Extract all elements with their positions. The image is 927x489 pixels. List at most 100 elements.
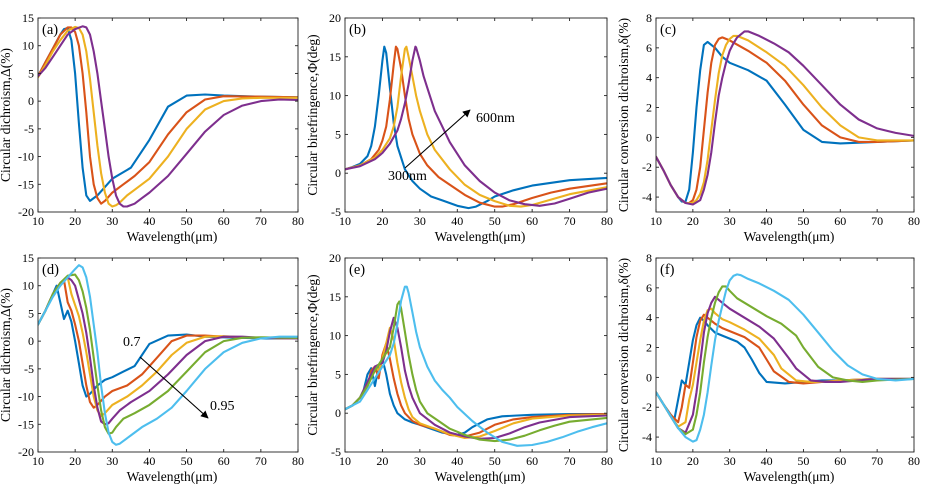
trend-arrow <box>139 356 209 419</box>
x-axis-label: Wavelength(μm) <box>435 229 526 244</box>
y-tick-label: 15 <box>22 11 34 25</box>
y-axis-label: Circular dichroism,Δ(%) <box>0 288 13 422</box>
y-tick-label: 5 <box>335 127 341 141</box>
x-tick-label: 30 <box>106 214 118 228</box>
x-tick-label: 20 <box>69 214 81 228</box>
x-axis-label: Wavelength(μm) <box>744 229 835 244</box>
series-line-0.85 <box>345 316 607 440</box>
series-line-0.95 <box>656 273 914 443</box>
panel-label: (c) <box>660 22 676 38</box>
x-tick-label: 10 <box>32 454 44 468</box>
plot-frame <box>37 17 299 213</box>
y-tick-label: 5 <box>28 306 34 320</box>
series-line-0.9 <box>345 300 607 443</box>
y-tick-label: 15 <box>329 50 341 64</box>
series-line-0.7 <box>38 284 298 398</box>
x-tick-label: 50 <box>489 454 501 468</box>
x-tick-label: 40 <box>451 214 463 228</box>
x-tick-label: 60 <box>218 214 230 228</box>
y-axis-label: Circular dichroism,Δ(%) <box>0 48 13 182</box>
x-tick-label: 40 <box>761 454 773 468</box>
x-tick-label: 70 <box>871 214 883 228</box>
y-tick-label: 0 <box>335 406 341 420</box>
y-tick-label: 5 <box>335 367 341 381</box>
y-tick-label: 2 <box>646 101 652 115</box>
x-tick-label: 80 <box>292 214 304 228</box>
x-tick-label: 30 <box>414 214 426 228</box>
y-tick-label: 20 <box>329 251 341 265</box>
series-line-0.8 <box>656 307 914 428</box>
x-axis-label: Wavelength(μm) <box>435 469 526 484</box>
x-tick-label: 40 <box>143 454 155 468</box>
x-tick-label: 40 <box>761 214 773 228</box>
series-line-600nm <box>345 45 607 207</box>
x-tick-label: 40 <box>451 454 463 468</box>
y-tick-label: 0 <box>335 166 341 180</box>
y-tick-label: 15 <box>22 251 34 265</box>
x-tick-label: 80 <box>601 454 613 468</box>
series-line-300nm <box>345 45 607 210</box>
x-tick-label: 20 <box>376 214 388 228</box>
chart-panel-5: 10 20 30 40 50 60 70 80 -5 0 5 10 15 20 Wavelength(μm)… <box>305 251 613 484</box>
x-tick-label: 20 <box>687 214 699 228</box>
x-axis-label: Wavelength(μm) <box>127 469 218 484</box>
y-tick-label: -5 <box>24 362 34 376</box>
x-axis-label: Wavelength(μm) <box>744 469 835 484</box>
panel-label: (b) <box>349 22 366 38</box>
y-axis-label: Circular birefringence,Φ(deg) <box>305 34 320 195</box>
chart-panel-1: 10 20 30 40 50 60 70 80 -20 -15 -10 -5 0 5 10 15 Wavelen… <box>0 11 304 244</box>
x-tick-label: 10 <box>32 214 44 228</box>
x-tick-label: 70 <box>564 454 576 468</box>
x-tick-label: 70 <box>255 214 267 228</box>
y-tick-label: 8 <box>646 251 652 265</box>
x-tick-label: 40 <box>143 214 155 228</box>
annotation-label: 0.7 <box>123 335 141 350</box>
y-tick-label: -5 <box>24 122 34 136</box>
x-tick-label: 80 <box>601 214 613 228</box>
panel-label: (a) <box>42 22 58 38</box>
y-tick-label: 0 <box>646 130 652 144</box>
x-tick-label: 20 <box>376 454 388 468</box>
y-axis-label: Circular birefringence,Φ(deg) <box>305 274 320 435</box>
x-tick-label: 50 <box>181 454 193 468</box>
x-tick-label: 60 <box>526 454 538 468</box>
x-tick-label: 60 <box>526 214 538 228</box>
plot-frame <box>655 257 915 453</box>
x-tick-label: 80 <box>292 454 304 468</box>
y-tick-label: 6 <box>646 41 652 55</box>
x-tick-label: 70 <box>871 454 883 468</box>
y-axis-label: Circular conversion dichroism,δ(%) <box>616 258 631 452</box>
y-tick-label: -5 <box>331 445 341 459</box>
panel-label: (d) <box>42 262 59 278</box>
y-tick-label: -15 <box>18 417 34 431</box>
series-line-500nm <box>38 25 298 208</box>
series-line-0.75 <box>38 279 298 409</box>
annotation-label: 0.95 <box>210 399 235 414</box>
x-tick-label: 30 <box>724 214 736 228</box>
series-line-400nm <box>38 26 298 205</box>
chart-panel-3: 10 20 30 40 50 60 70 80 -4 -2 0 2 4 6 8 Wavelength(μm) C… <box>616 11 920 244</box>
y-tick-label: 10 <box>329 89 341 103</box>
x-tick-label: 60 <box>834 214 846 228</box>
series-line-0.85 <box>38 276 298 426</box>
chart-panel-6: 10 20 30 40 50 60 70 80 -4 -2 0 2 4 6 8 Wavelength(μm) C… <box>616 251 920 484</box>
x-tick-label: 20 <box>687 454 699 468</box>
y-tick-label: 2 <box>646 341 652 355</box>
y-tick-label: 15 <box>329 290 341 304</box>
y-tick-label: -2 <box>642 160 652 174</box>
x-tick-label: 10 <box>339 214 351 228</box>
series-line-0.85 <box>656 295 914 434</box>
plot-frame <box>655 17 915 213</box>
y-tick-label: 10 <box>329 329 341 343</box>
x-tick-label: 30 <box>414 454 426 468</box>
plot-frame <box>344 17 608 213</box>
series-line-600nm <box>38 25 298 208</box>
x-tick-label: 80 <box>908 454 920 468</box>
y-tick-label: -5 <box>331 205 341 219</box>
trend-arrow <box>404 109 471 169</box>
series-line-0.7 <box>345 357 607 436</box>
x-axis-label: Wavelength(μm) <box>127 229 218 244</box>
panel-label: (f) <box>660 262 675 278</box>
y-tick-label: 0 <box>28 94 34 108</box>
